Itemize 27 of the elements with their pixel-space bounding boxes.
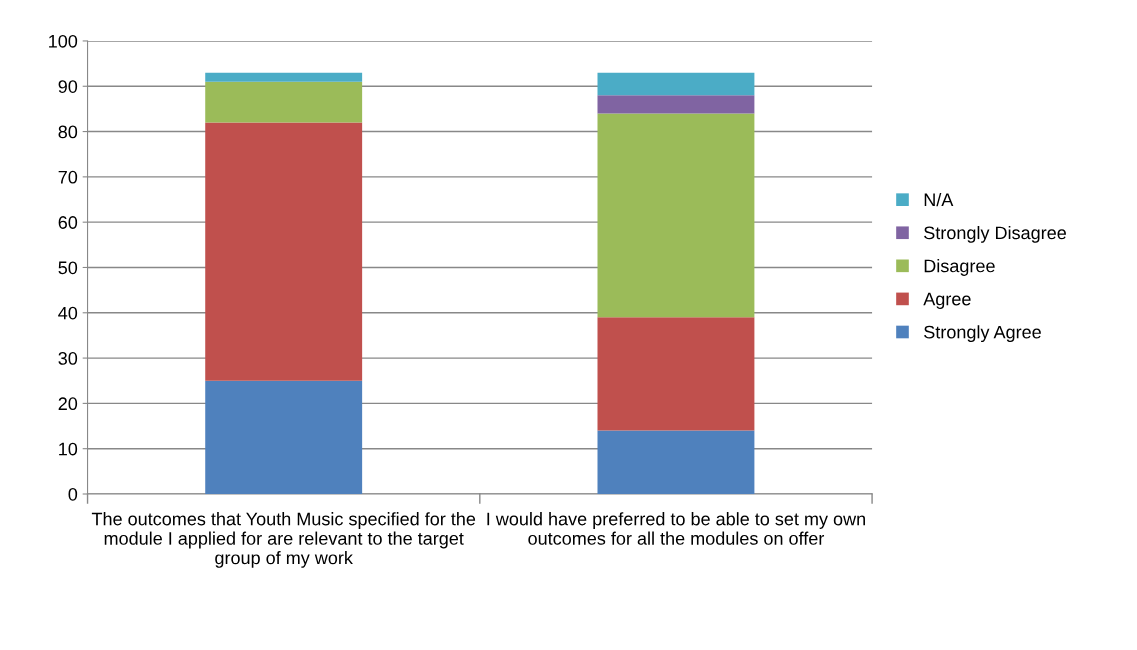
- bar: [597, 317, 755, 431]
- bar: [597, 95, 755, 114]
- y-tick-label: 100: [49, 34, 78, 48]
- legend-label: Strongly Agree: [924, 325, 1041, 343]
- bar: [205, 72, 363, 82]
- bar: [205, 380, 363, 494]
- y-tick-label: 80: [58, 125, 78, 139]
- bar: [597, 113, 755, 318]
- y-tick-label: 30: [58, 352, 78, 365]
- legend-label: Strongly Disagree: [924, 225, 1066, 243]
- legend-label: Agree: [923, 292, 971, 309]
- x-tick-label: I would have preferred to be able to set my own outcomes for all the modules on offer: [487, 512, 865, 545]
- bar: [597, 430, 755, 494]
- y-tick-label: 0: [68, 487, 78, 501]
- legend-label: Disagree: [924, 259, 995, 276]
- y-tick-label: 50: [58, 261, 78, 275]
- x-tick-label: The outcomes that Youth Music specified for the module I applied for are relevant to the target group of my work: [91, 512, 476, 568]
- y-tick-label: 90: [58, 80, 78, 93]
- y-tick-label: 40: [58, 306, 78, 320]
- y-tick-label: 70: [58, 170, 78, 184]
- bar: [205, 122, 363, 381]
- y-tick-label: 20: [58, 397, 78, 411]
- y-tick-label: 10: [59, 442, 78, 456]
- bar: [597, 72, 755, 96]
- legend-label: N/A: [924, 192, 954, 207]
- bar: [205, 81, 363, 123]
- y-tick-label: 60: [58, 216, 78, 229]
